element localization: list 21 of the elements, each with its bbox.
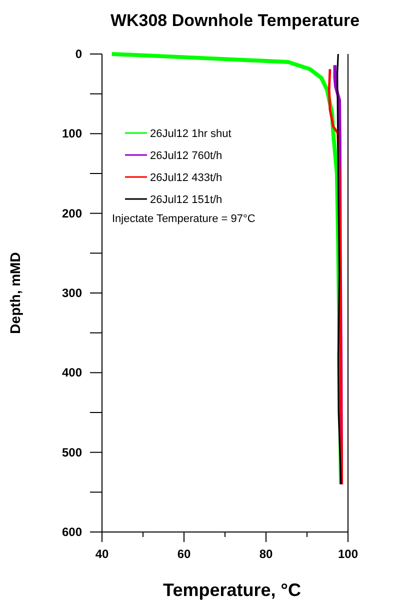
y-tick-label: 500 <box>62 445 82 460</box>
y-tick-label: 400 <box>62 366 82 380</box>
x-tick-label: 100 <box>338 547 358 561</box>
legend-label: 26Jul12 1hr shut <box>150 128 232 140</box>
annotation: Injectate Temperature = 97°C <box>112 213 256 225</box>
legend-label: 26Jul12 433t/h <box>150 172 222 184</box>
x-tick-label: 60 <box>177 547 191 561</box>
y-axis-title: Depth, mMD <box>7 252 23 334</box>
y-tick-label: 100 <box>62 126 82 141</box>
line-series <box>328 68 344 486</box>
x-axis-title: Temperature, °C <box>163 580 301 600</box>
x-tick-label: 40 <box>95 547 109 561</box>
y-tick-label: 300 <box>62 286 82 300</box>
y-tick-label: 200 <box>62 206 82 220</box>
y-tick-label: 600 <box>62 525 82 539</box>
legend-label: 26Jul12 151t/h <box>150 194 222 206</box>
chart-title: WK308 Downhole Temperature <box>110 11 360 30</box>
x-tick-label: 80 <box>259 547 273 561</box>
line-series <box>336 53 342 485</box>
legend-label: 26Jul12 760t/h <box>150 150 222 162</box>
y-tick-label: 0 <box>75 47 82 61</box>
